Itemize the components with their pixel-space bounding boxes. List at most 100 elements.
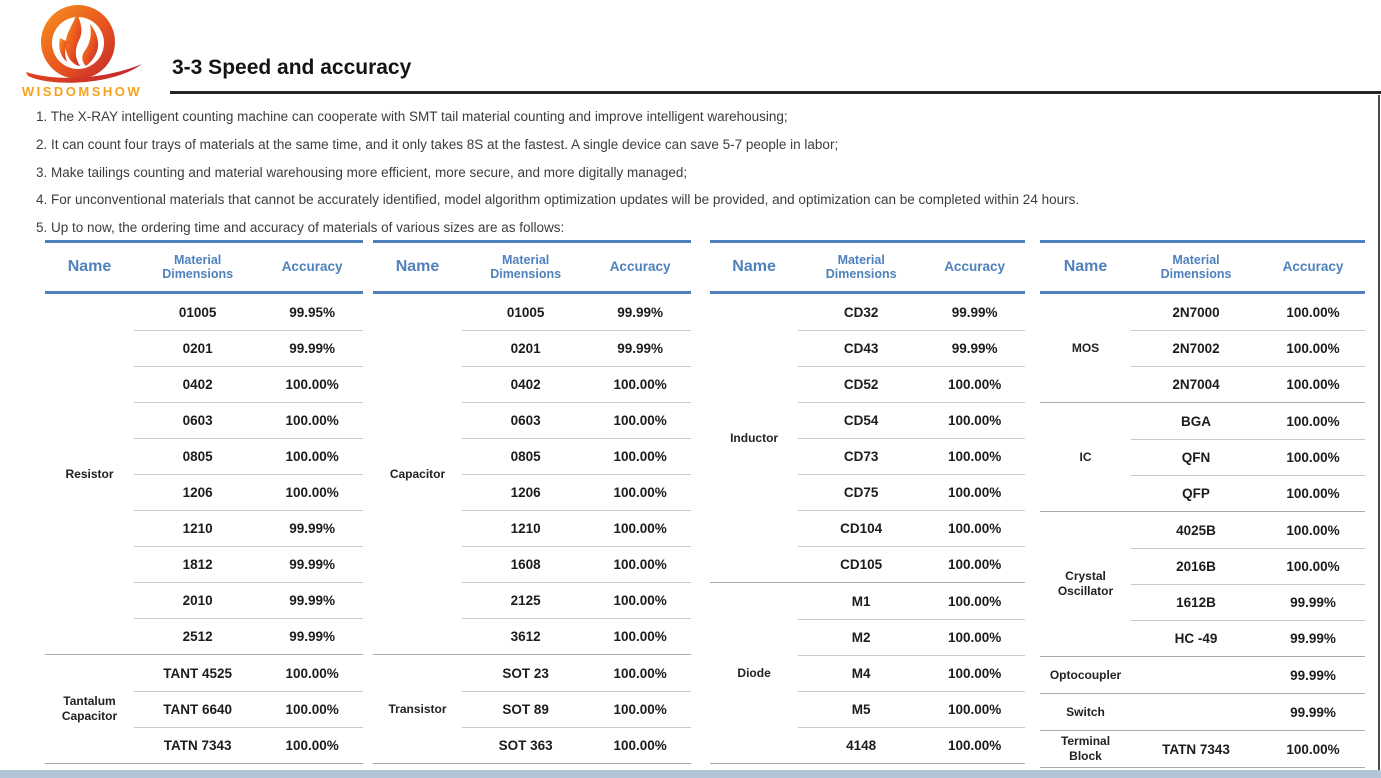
col-header-name: Name xyxy=(732,257,776,275)
dimension-cell: CD52 xyxy=(798,366,925,402)
col-header-name: Name xyxy=(67,257,112,275)
accuracy-cell: 99.95% xyxy=(289,304,335,320)
dimension-cell: QFN xyxy=(1131,439,1261,475)
dimension-cell: 0402 xyxy=(462,366,590,402)
accuracy-cell: 99.99% xyxy=(261,330,363,366)
dimension-cell: 1812 xyxy=(134,546,262,582)
dimension-cell: 2125 xyxy=(462,582,590,618)
table-group: Diode M1 100.00% M2 100.00% M4 100.00% M5 100.00… xyxy=(710,582,1025,763)
logo-wordmark: WISDOMSHOW xyxy=(21,84,143,99)
group-name-cell: MOS xyxy=(1071,340,1100,355)
accuracy-cell: 100.00% xyxy=(285,665,339,681)
accuracy-cell: 100.00% xyxy=(924,655,1025,691)
table-header-row: Name Material Dimensions Accuracy xyxy=(373,243,691,294)
col-header-accuracy: Accuracy xyxy=(281,259,343,275)
col-header-dimensions: Material Dimensions xyxy=(490,252,562,281)
accuracy-cell: 99.99% xyxy=(951,304,998,320)
accuracy-cell: 100.00% xyxy=(1261,439,1365,475)
dimension-cell: 2010 xyxy=(134,582,262,618)
accuracy-cell: 100.00% xyxy=(589,438,691,474)
col-header-name: Name xyxy=(395,257,440,275)
dimension-cell: 0603 xyxy=(134,402,262,438)
accuracy-cell: 100.00% xyxy=(261,366,363,402)
table-group: Terminal Block TATN 7343 100.00% xyxy=(1040,730,1365,767)
dimension-cell: 0603 xyxy=(462,402,590,438)
dimension-cell: CD75 xyxy=(798,474,925,510)
title-underline xyxy=(170,91,1381,94)
accuracy-table-2: Name Material Dimensions Accuracy Capacitor… xyxy=(373,240,691,764)
accuracy-cell: 100.00% xyxy=(1286,741,1340,757)
dimension-cell xyxy=(1131,657,1261,693)
accuracy-cell: 100.00% xyxy=(924,474,1025,510)
accuracy-cell: 100.00% xyxy=(924,727,1025,763)
page-title: 3-3 Speed and accuracy xyxy=(172,56,412,79)
dimension-cell: TATN 7343 xyxy=(134,727,262,763)
dimension-cell: SOT 363 xyxy=(462,727,590,763)
intro-item-4: 4. For unconventional materials that can… xyxy=(36,192,1080,208)
accuracy-cell: 99.99% xyxy=(589,330,691,366)
intro-item-3: 3. Make tailings counting and material w… xyxy=(36,164,688,180)
accuracy-cell: 100.00% xyxy=(924,510,1025,546)
dimension-cell: SOT 89 xyxy=(462,691,590,727)
table-header-row: Name Material Dimensions Accuracy xyxy=(45,243,363,294)
dimension-cell: TANT 4525 xyxy=(163,665,233,681)
table-header-row: Name Material Dimensions Accuracy xyxy=(710,243,1025,294)
dimension-cell: 01005 xyxy=(506,304,545,320)
dimension-cell: M4 xyxy=(798,655,925,691)
accuracy-cell: 99.99% xyxy=(261,582,363,618)
dimension-cell: 1206 xyxy=(134,474,262,510)
accuracy-cell: 100.00% xyxy=(261,474,363,510)
intro-item-2: 2. It can count four trays of materials … xyxy=(36,136,839,152)
accuracy-cell: 100.00% xyxy=(1286,304,1340,320)
accuracy-cell: 100.00% xyxy=(947,593,1002,609)
table-group: Transistor SOT 23 100.00% SOT 89 100.00% SOT … xyxy=(373,654,691,763)
dimension-cell: 0201 xyxy=(134,330,262,366)
table-group: IC BGA 100.00% QFN 100.00% QFP 100.00% xyxy=(1040,402,1365,511)
accuracy-cell: 100.00% xyxy=(613,665,667,681)
accuracy-cell: 100.00% xyxy=(924,691,1025,727)
dimension-cell: 0402 xyxy=(134,366,262,402)
accuracy-table-1: Name Material Dimensions Accuracy Resistor 0… xyxy=(45,240,363,764)
accuracy-cell: 100.00% xyxy=(1261,475,1365,511)
accuracy-cell: 100.00% xyxy=(261,727,363,763)
dimension-cell: CD32 xyxy=(843,304,879,320)
dimension-cell: 2N7004 xyxy=(1131,366,1261,402)
dimension-cell: 0805 xyxy=(462,438,590,474)
accuracy-table-3: Name Material Dimensions Accuracy Inductor C… xyxy=(710,240,1025,764)
dimension-cell: 1206 xyxy=(462,474,590,510)
accuracy-cell: 100.00% xyxy=(1261,366,1365,402)
group-name-cell: Switch xyxy=(1066,704,1105,719)
table-group: MOS 2N7000 100.00% 2N7002 100.00% 2N7004 100.0… xyxy=(1040,294,1365,402)
accuracy-cell: 99.99% xyxy=(261,546,363,582)
group-name-cell: Crystal Oscillator xyxy=(1057,569,1114,598)
accuracy-cell: 100.00% xyxy=(589,402,691,438)
dimension-cell: 1608 xyxy=(462,546,590,582)
accuracy-cell: 100.00% xyxy=(589,366,691,402)
accuracy-cell: 100.00% xyxy=(589,727,691,763)
col-header-dimensions: Material Dimensions xyxy=(825,252,897,281)
accuracy-cell: 99.99% xyxy=(1290,704,1336,720)
table-group: Crystal Oscillator 4025B 100.00% 2016B 100.0… xyxy=(1040,511,1365,656)
table-group: Optocoupler 99.99% xyxy=(1040,656,1365,693)
accuracy-cell: 100.00% xyxy=(924,619,1025,655)
accuracy-cell: 99.99% xyxy=(1290,667,1336,683)
accuracy-cell: 100.00% xyxy=(261,438,363,474)
dimension-cell: HC -49 xyxy=(1131,620,1261,656)
dimension-cell: CD43 xyxy=(798,330,925,366)
dimension-cell: 0805 xyxy=(134,438,262,474)
dimension-cell: 1612B xyxy=(1131,584,1261,620)
col-header-accuracy: Accuracy xyxy=(1282,259,1344,275)
dimension-cell: SOT 23 xyxy=(502,665,549,681)
dimension-cell: M5 xyxy=(798,691,925,727)
accuracy-cell: 100.00% xyxy=(261,402,363,438)
table-group: Inductor CD32 99.99% CD43 99.99% CD52 100.00% C… xyxy=(710,294,1025,582)
company-logo: WISDOMSHOW xyxy=(12,2,152,99)
col-header-accuracy: Accuracy xyxy=(944,259,1005,275)
accuracy-cell: 99.99% xyxy=(1261,620,1365,656)
flame-logo-icon xyxy=(26,5,142,83)
table-group: Switch 99.99% xyxy=(1040,693,1365,730)
accuracy-cell: 99.99% xyxy=(1261,584,1365,620)
accuracy-cell: 100.00% xyxy=(924,402,1025,438)
intro-list: 1. The X-RAY intelligent counting machin… xyxy=(36,103,1371,242)
dimension-cell: M2 xyxy=(798,619,925,655)
